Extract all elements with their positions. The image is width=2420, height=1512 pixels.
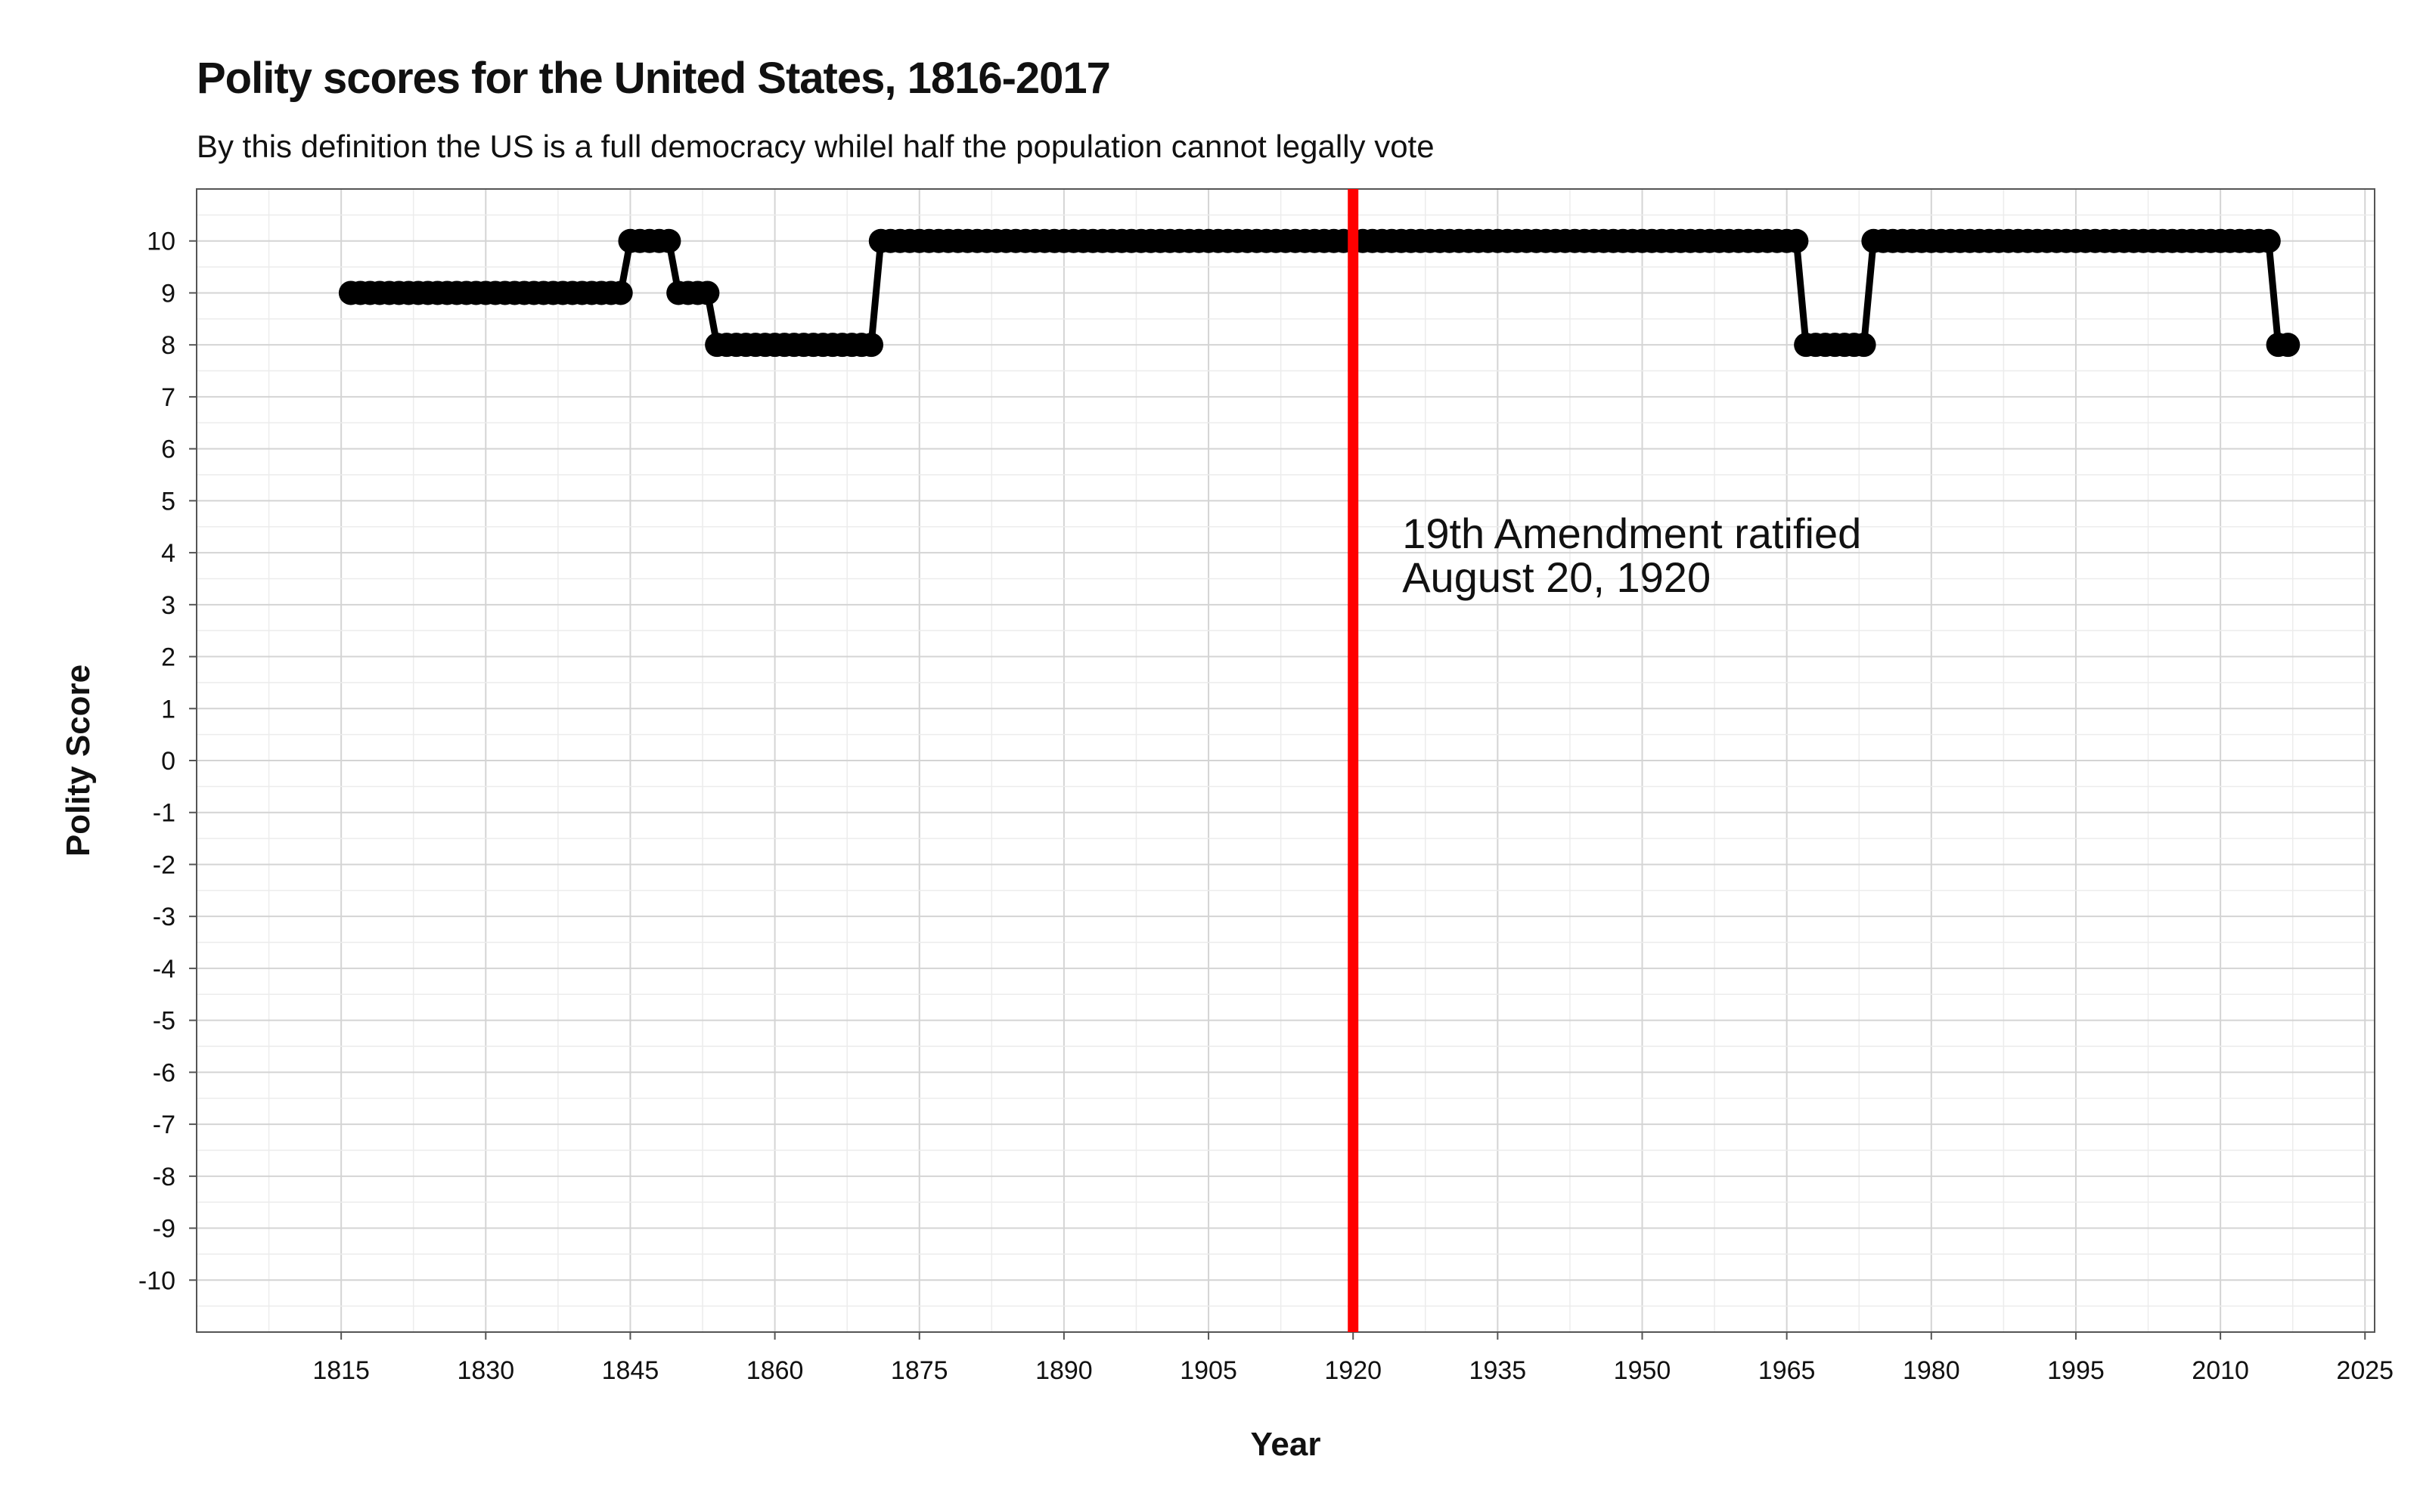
y-tick-label: -7 — [153, 1111, 175, 1139]
y-tick-label: 8 — [161, 331, 175, 360]
y-tick-label: 3 — [161, 591, 175, 620]
y-tick-label: -1 — [153, 799, 175, 828]
chart-title: Polity scores for the United States, 181… — [197, 54, 1111, 103]
x-tick-label: 1860 — [746, 1356, 804, 1385]
y-tick-label: 0 — [161, 747, 175, 776]
x-axis-title: Year — [1251, 1426, 1321, 1463]
x-tick-label: 1950 — [1614, 1356, 1671, 1385]
y-tick-label: 2 — [161, 643, 175, 672]
x-tick-label: 2010 — [2192, 1356, 2249, 1385]
data-point — [608, 280, 633, 305]
x-tick-label: 1905 — [1180, 1356, 1237, 1385]
y-tick-label: -5 — [153, 1007, 175, 1036]
x-tick-label: 2025 — [2336, 1356, 2394, 1385]
y-tick-label: 5 — [161, 487, 175, 516]
x-tick-label: 1830 — [457, 1356, 514, 1385]
y-tick-label: 6 — [161, 435, 175, 464]
annotation-line-1: 19th Amendment ratified — [1402, 510, 1861, 557]
y-tick-label: 4 — [161, 539, 175, 568]
axes: 1815 1830 1845 1860 1875 1890 1905 1920 1935 1950… — [138, 228, 2394, 1385]
x-tick-label: 1980 — [1903, 1356, 1960, 1385]
y-tick-label: -6 — [153, 1058, 175, 1087]
y-tick-label: 10 — [147, 228, 175, 256]
chart-subtitle: By this definition the US is a full demo… — [197, 129, 1435, 164]
y-tick-label: 1 — [161, 695, 175, 723]
data-point — [1784, 228, 1809, 253]
annotation-line-2: August 20, 1920 — [1402, 553, 1711, 601]
x-tick-label: 1845 — [602, 1356, 659, 1385]
data-point — [2256, 228, 2281, 253]
series-layer — [338, 228, 2301, 358]
x-tick-label: 1875 — [891, 1356, 948, 1385]
y-tick-label: 9 — [161, 279, 175, 308]
x-tick-label: 1965 — [1758, 1356, 1816, 1385]
data-point — [2276, 333, 2301, 358]
data-point — [1851, 333, 1876, 358]
y-tick-label: 7 — [161, 383, 175, 412]
data-point — [656, 228, 681, 253]
x-tick-label: 1890 — [1035, 1356, 1093, 1385]
data-point — [695, 280, 720, 305]
grid-lines — [197, 189, 2375, 1332]
y-tick-label: -9 — [153, 1215, 175, 1244]
x-tick-label: 1815 — [312, 1356, 370, 1385]
y-tick-label: -8 — [153, 1163, 175, 1191]
x-tick-label: 1995 — [2047, 1356, 2105, 1385]
y-axis-title: Polity Score — [60, 665, 97, 857]
data-point — [859, 333, 884, 358]
x-tick-label: 1935 — [1469, 1356, 1527, 1385]
y-tick-label: -4 — [153, 955, 175, 984]
y-tick-label: -10 — [138, 1266, 175, 1295]
y-tick-label: -2 — [153, 850, 175, 879]
y-tick-label: -3 — [153, 903, 175, 931]
x-tick-label: 1920 — [1324, 1356, 1382, 1385]
